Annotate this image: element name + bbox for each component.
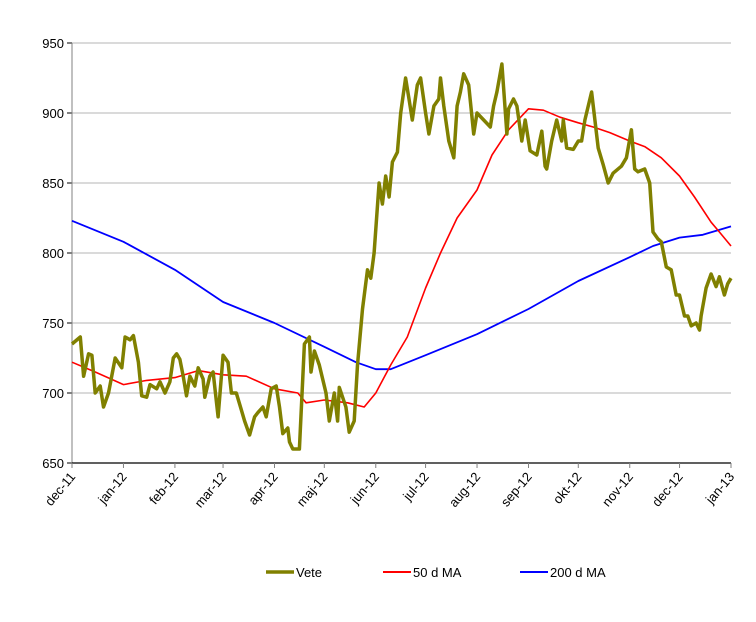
x-tick-label: jul-12 bbox=[399, 469, 432, 504]
x-axis: dec-11 jan-12 feb-12 mar-12 apr-12 maj-12 jun-… bbox=[42, 462, 737, 510]
y-tick-label: 700 bbox=[42, 386, 64, 401]
x-tick-label: apr-12 bbox=[245, 469, 281, 507]
series-line-vete bbox=[70, 62, 733, 451]
x-tick-label: nov-12 bbox=[599, 469, 636, 509]
y-tick-label: 650 bbox=[42, 456, 64, 471]
x-tick-label: maj-12 bbox=[294, 469, 331, 509]
legend-label: Vete bbox=[296, 565, 322, 580]
x-tick-label: sep-12 bbox=[498, 469, 535, 509]
x-tick-label: jun-12 bbox=[347, 469, 382, 507]
y-tick-label: 750 bbox=[42, 316, 64, 331]
x-tick-label: feb-12 bbox=[146, 469, 181, 507]
series-line-200-d-ma bbox=[71, 219, 732, 371]
y-tick-label: 900 bbox=[42, 106, 64, 121]
x-tick-label: jan-13 bbox=[702, 469, 737, 507]
y-tick-label: 850 bbox=[42, 176, 64, 191]
x-tick-label: dec-12 bbox=[649, 469, 686, 509]
x-tick-label: aug-12 bbox=[446, 469, 484, 510]
series-lines bbox=[70, 62, 733, 451]
x-tick-label: mar-12 bbox=[191, 469, 229, 510]
x-tick-label: okt-12 bbox=[550, 469, 585, 506]
y-axis: 650 700 750 800 850 900 950 bbox=[42, 36, 73, 471]
legend-label: 50 d MA bbox=[413, 565, 462, 580]
legend-label: 200 d MA bbox=[550, 565, 606, 580]
legend: Vete 50 d MA 200 d MA bbox=[266, 565, 606, 580]
y-tick-label: 800 bbox=[42, 246, 64, 261]
x-tick-label: jan-12 bbox=[94, 469, 129, 507]
x-tick-label: dec-11 bbox=[42, 469, 78, 508]
y-tick-label: 950 bbox=[42, 36, 64, 51]
